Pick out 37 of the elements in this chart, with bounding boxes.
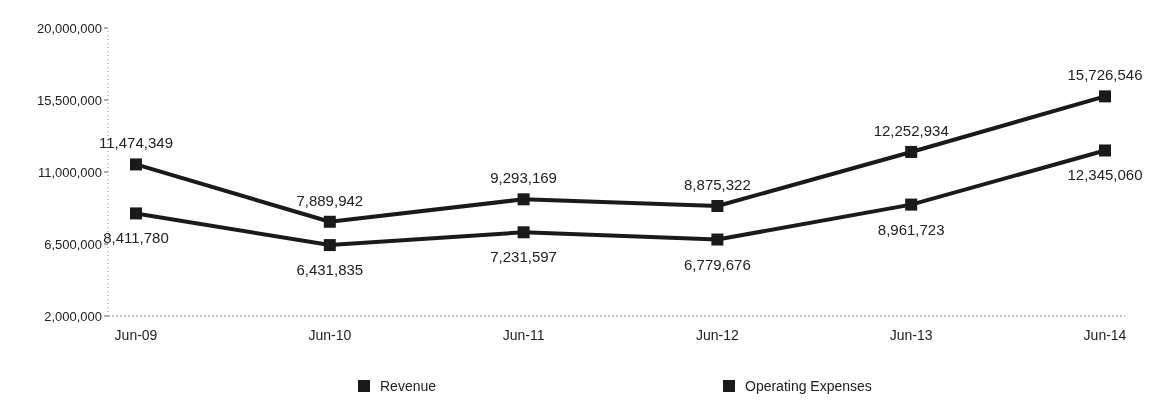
point [517, 193, 530, 206]
data-label: 6,779,676 [684, 255, 751, 273]
data-label: 8,875,322 [684, 175, 751, 193]
x-tick-label: Jun-10 [308, 327, 352, 343]
data-label: 9,293,169 [490, 169, 557, 187]
data-label: 12,345,060 [1067, 166, 1143, 184]
point [711, 233, 724, 246]
point [711, 200, 724, 212]
point [130, 158, 142, 171]
data-label: 12,252,934 [873, 121, 949, 139]
data-label: 7,231,597 [490, 248, 557, 266]
data-label: 8,411,780 [103, 229, 169, 247]
data-label: 6,431,835 [296, 261, 364, 279]
legend-label: Operating Expenses [745, 377, 872, 394]
point [517, 226, 530, 239]
y-tick-label: 2,000,000 [44, 308, 102, 324]
y-tick-label: 11,000,000 [37, 164, 102, 180]
data-label: 11,474,349 [99, 134, 173, 152]
point [905, 145, 918, 158]
point [1099, 144, 1111, 157]
legend-label: Revenue [380, 377, 437, 394]
x-tick-label: Jun-14 [1083, 327, 1127, 343]
data-label: 8,961,723 [877, 220, 945, 238]
y-tick-label: 6,500,000 [44, 236, 102, 252]
y-tick-label: 15,500,000 [36, 92, 102, 108]
data-label: 15,726,546 [1067, 66, 1143, 84]
x-tick-label: Jun-11 [502, 327, 545, 343]
y-tick-label: 20,000,000 [36, 20, 102, 36]
point [1099, 90, 1111, 103]
point [323, 239, 336, 252]
point [323, 215, 336, 228]
x-tick-label: Jun-13 [889, 327, 933, 343]
point [130, 207, 142, 220]
x-tick-label: Jun-09 [114, 327, 158, 343]
point [905, 198, 918, 211]
x-tick-label: Jun-12 [695, 327, 740, 343]
data-label: 7,889,942 [296, 191, 364, 209]
